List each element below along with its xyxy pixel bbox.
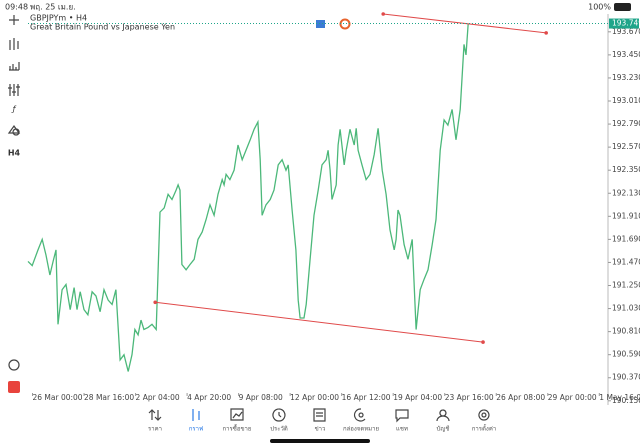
nav-icon[interactable] xyxy=(395,409,409,423)
y-tick-label: 190.370 xyxy=(612,373,640,382)
nav-icon[interactable] xyxy=(192,409,200,421)
nav-icon[interactable] xyxy=(313,408,326,422)
nav-label[interactable]: ข่าว xyxy=(315,426,326,433)
x-tick-label: 28 Mar 16:00 xyxy=(84,393,134,402)
x-tick-label: 4 Apr 20:00 xyxy=(187,393,231,402)
x-tick-label: 12 Apr 00:00 xyxy=(290,393,339,402)
nav-icon[interactable] xyxy=(478,409,490,421)
battery-icon xyxy=(614,3,631,11)
trendline-anchor xyxy=(381,12,386,16)
trade-icon[interactable] xyxy=(339,18,351,30)
status-battery: 100% xyxy=(588,3,611,12)
nav-icon[interactable] xyxy=(436,409,450,422)
y-tick-label: 190.590 xyxy=(612,350,640,359)
status-time: 09:48 xyxy=(5,3,28,12)
nav-label[interactable]: การตั้งค่า xyxy=(472,423,496,433)
y-tick-label: 192.130 xyxy=(612,188,640,197)
x-tick-label: 29 Apr 00:00 xyxy=(548,393,597,402)
y-tick-label: 191.470 xyxy=(612,257,640,266)
nav-label[interactable]: แชท xyxy=(396,426,408,433)
broker-logo[interactable] xyxy=(8,381,20,393)
x-tick-label: 9 Apr 08:00 xyxy=(239,393,283,402)
nav-label[interactable]: กล่องจดหมาย xyxy=(343,426,379,433)
speed-tool[interactable] xyxy=(8,359,20,371)
plot: 193.670 193.450 193.230 193.010 192.790 192.5… xyxy=(27,12,640,405)
x-tick-label: 23 Apr 16:00 xyxy=(445,393,494,402)
chart-description: Great Britain Pound vs Japanese Yen xyxy=(30,23,175,32)
timeframe-button[interactable]: H4 xyxy=(8,149,21,158)
x-tick-label: 1 May 16:00 xyxy=(599,393,640,402)
trendline-anchor xyxy=(481,340,485,344)
candles-tool[interactable] xyxy=(9,38,19,50)
x-tick-label: 26 Apr 08:00 xyxy=(496,393,545,402)
nav-label[interactable]: กราฟ xyxy=(189,426,203,433)
price-line xyxy=(27,23,469,372)
x-tick-label: 16 Apr 12:00 xyxy=(342,393,391,402)
y-tick-label: 192.790 xyxy=(612,119,640,128)
trendline-anchor xyxy=(153,300,158,305)
x-tick-label: 26 Mar 00:00 xyxy=(33,393,83,402)
trendline xyxy=(155,301,484,343)
y-tick-label: 193.450 xyxy=(612,50,640,59)
y-tick-label: 192.350 xyxy=(612,165,640,174)
chart-symbol: GBPJPYm • H4 xyxy=(30,14,87,23)
y-tick-label: 193.010 xyxy=(612,96,640,105)
y-tick-label: 191.250 xyxy=(612,280,640,289)
y-tick-label: 190.150 xyxy=(612,396,640,405)
buy-sell-icon[interactable] xyxy=(316,20,325,28)
y-tick-label: 191.030 xyxy=(612,304,640,313)
indicators-tool[interactable] xyxy=(8,84,20,96)
trendline xyxy=(383,13,547,34)
nav-icon[interactable] xyxy=(148,409,162,421)
x-tick-label: 19 Apr 04:00 xyxy=(393,393,442,402)
last-price-box xyxy=(609,18,639,29)
nav-icon[interactable] xyxy=(353,408,366,422)
nav-label[interactable]: ประวัติ xyxy=(270,426,288,433)
y-tick-label: 191.910 xyxy=(612,211,640,220)
trendline-anchor xyxy=(544,31,548,35)
y-tick-label: 191.690 xyxy=(612,234,640,243)
y-tick-label: 190.810 xyxy=(612,327,640,336)
bars-tool[interactable] xyxy=(9,62,20,71)
status-date: พฤ. 25 เม.ย. xyxy=(30,3,76,12)
y-tick-label: 193.230 xyxy=(612,73,640,82)
home-indicator xyxy=(270,439,370,443)
left-toolbar: ƒ H4 xyxy=(7,15,21,393)
nav-label[interactable]: การซื้อขาย xyxy=(223,423,252,433)
nav-label[interactable]: ราคา xyxy=(148,426,162,433)
y-tick-label: 193.670 xyxy=(612,27,640,36)
bottom-nav: ราคา กราฟ การซื้อขาย ประวัติ ข่าว กล่องจ… xyxy=(148,408,496,443)
last-price-label: 193.749 xyxy=(612,19,640,28)
nav-icon[interactable] xyxy=(272,408,286,422)
nav-label[interactable]: บัญชี xyxy=(437,425,450,433)
x-tick-label: 2 Apr 04:00 xyxy=(136,393,180,402)
function-tool[interactable]: ƒ xyxy=(11,105,17,114)
crosshair-tool[interactable] xyxy=(9,15,19,25)
nav-icon[interactable] xyxy=(230,408,244,421)
objects-tool[interactable] xyxy=(7,124,21,136)
y-tick-label: 192.570 xyxy=(612,142,640,151)
